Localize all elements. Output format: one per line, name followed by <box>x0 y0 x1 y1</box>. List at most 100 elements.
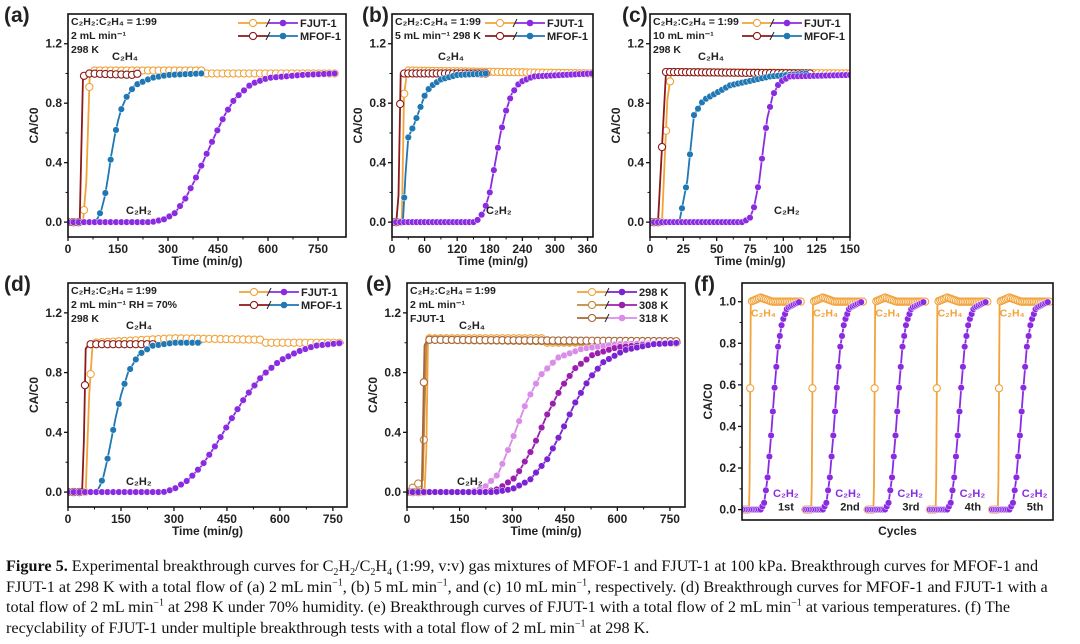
condition-text: 298 K <box>653 44 681 56</box>
data-point <box>115 400 123 408</box>
legend-marker-open <box>249 287 259 297</box>
data-point <box>132 355 140 364</box>
caption-text: −1 <box>576 577 588 589</box>
data-point <box>838 332 846 340</box>
data-point <box>554 434 562 442</box>
data-point <box>171 209 179 217</box>
legend-label: 318 K <box>639 313 668 325</box>
legend-slash <box>769 18 775 28</box>
data-point <box>335 339 343 347</box>
condition-text: 2 mL min⁻¹ RH = 70% <box>71 299 178 311</box>
data-point <box>213 126 221 134</box>
data-point <box>245 389 253 397</box>
data-point <box>228 414 236 422</box>
data-point <box>682 183 690 191</box>
data-point <box>657 142 667 152</box>
x-tick-label: 75 <box>743 242 757 256</box>
data-point <box>1018 407 1026 416</box>
data-point <box>857 298 865 306</box>
caption-text: at 298 K. <box>585 618 650 637</box>
series-line-FJUT-1-C2H2 <box>867 300 925 511</box>
panel-label: (e) <box>366 273 392 296</box>
caption-text: (1:99, v:v) gas mixtures of MFOF-1 and F… <box>6 557 1039 596</box>
data-point <box>395 99 405 109</box>
data-point <box>686 150 694 158</box>
caption-text: −1 <box>153 597 164 609</box>
panel-label: (c) <box>622 4 648 27</box>
condition-text: C₂H₂:C₂H₄ = 1:99 <box>653 16 739 28</box>
y-tick-label: 0.8 <box>45 366 62 380</box>
legend-marker-filled <box>618 301 626 309</box>
legend-label: 298 K <box>639 287 668 299</box>
plot-area <box>742 293 1053 514</box>
data-point <box>245 82 253 90</box>
legend-label: MFOF-1 <box>300 31 341 43</box>
y-tick-label: 0.0 <box>719 503 736 517</box>
legend-slash <box>512 31 518 41</box>
data-point <box>891 431 900 440</box>
data-point <box>526 390 534 398</box>
data-point <box>267 364 275 372</box>
data-point <box>932 384 941 393</box>
data-point <box>758 155 766 163</box>
data-point <box>1021 363 1029 371</box>
data-point <box>510 475 518 483</box>
data-point <box>1012 473 1020 481</box>
annotation-c2h4: C₂H₄ <box>126 320 152 332</box>
legend-marker-filled <box>783 19 791 27</box>
series-line-FJUT-1-C2H4 <box>650 71 850 223</box>
y-tick-label: 0.0 <box>45 215 62 229</box>
y-tick-label: 0.8 <box>369 96 386 110</box>
plot-frame <box>67 13 347 238</box>
data-point <box>203 150 211 158</box>
data-point <box>408 124 416 133</box>
data-point <box>582 379 591 387</box>
y-tick-label: 0.8 <box>384 366 401 380</box>
data-point <box>900 332 908 340</box>
caption-text: 2 <box>370 567 376 579</box>
annotation-c2h4: C₂H₄ <box>813 307 838 319</box>
x-tick-label: 100 <box>773 242 793 256</box>
data-point <box>549 444 557 453</box>
chart-panel-a: (a) 0.0 0.4 0.8 1.2 0 150 300 450 600 750 Time (min… <box>4 4 347 268</box>
chart-panel-b: (b) 0.0 0.4 0.8 1.2 0 60 120 180 240 300 360 Time (m… <box>351 4 598 268</box>
data-point <box>828 452 836 461</box>
x-axis-title: Cycles <box>878 524 917 538</box>
legend-item: MFOF-1 <box>485 31 588 43</box>
data-point <box>1025 332 1033 340</box>
annotation-c2h2: C₂H₂ <box>773 488 799 500</box>
data-point <box>494 144 502 152</box>
x-tick-label: 0 <box>65 242 72 256</box>
data-point <box>414 479 423 488</box>
x-tick-label: 360 <box>578 242 598 256</box>
y-tick-label: 1.2 <box>627 37 644 51</box>
data-point <box>487 477 495 485</box>
data-point <box>560 422 568 430</box>
legend-slash <box>769 31 775 41</box>
series-line-FJUT-1-C2H4 <box>929 296 988 511</box>
caption-text: H <box>338 557 351 575</box>
caption-text: 2 <box>333 567 339 579</box>
data-point <box>197 162 205 170</box>
data-point <box>493 471 501 480</box>
series-line-308K-C2H2 <box>407 341 681 493</box>
condition-text: C₂H₂:C₂H₄ = 1:99 <box>410 285 496 297</box>
condition-text: FJUT-1 <box>410 313 445 325</box>
data-point <box>750 203 758 211</box>
series-line-298K-C2H2 <box>407 341 681 493</box>
y-tick-label: 0.4 <box>369 156 386 170</box>
legend-marker-open <box>248 31 258 41</box>
data-point <box>183 477 191 485</box>
data-point <box>824 486 832 494</box>
x-tick-label: 180 <box>480 242 500 256</box>
legend-label: FJUT-1 <box>300 18 337 30</box>
y-tick-label: 0.4 <box>45 156 62 170</box>
y-axis-title: CA/C0 <box>609 107 623 143</box>
chart-panel-e: (e) 0.0 0.4 0.8 1.2 0 150 300 450 600 750 Time (min… <box>366 273 686 538</box>
data-point <box>510 86 518 94</box>
data-point <box>947 499 955 507</box>
x-tick-label: 60 <box>418 242 432 256</box>
data-point <box>1044 298 1052 306</box>
chart-panel-c: (c) 0.0 0.4 0.8 1.2 0 25 50 75 100 125 150 Time (min… <box>609 4 860 268</box>
panel-label: (f) <box>694 273 715 296</box>
